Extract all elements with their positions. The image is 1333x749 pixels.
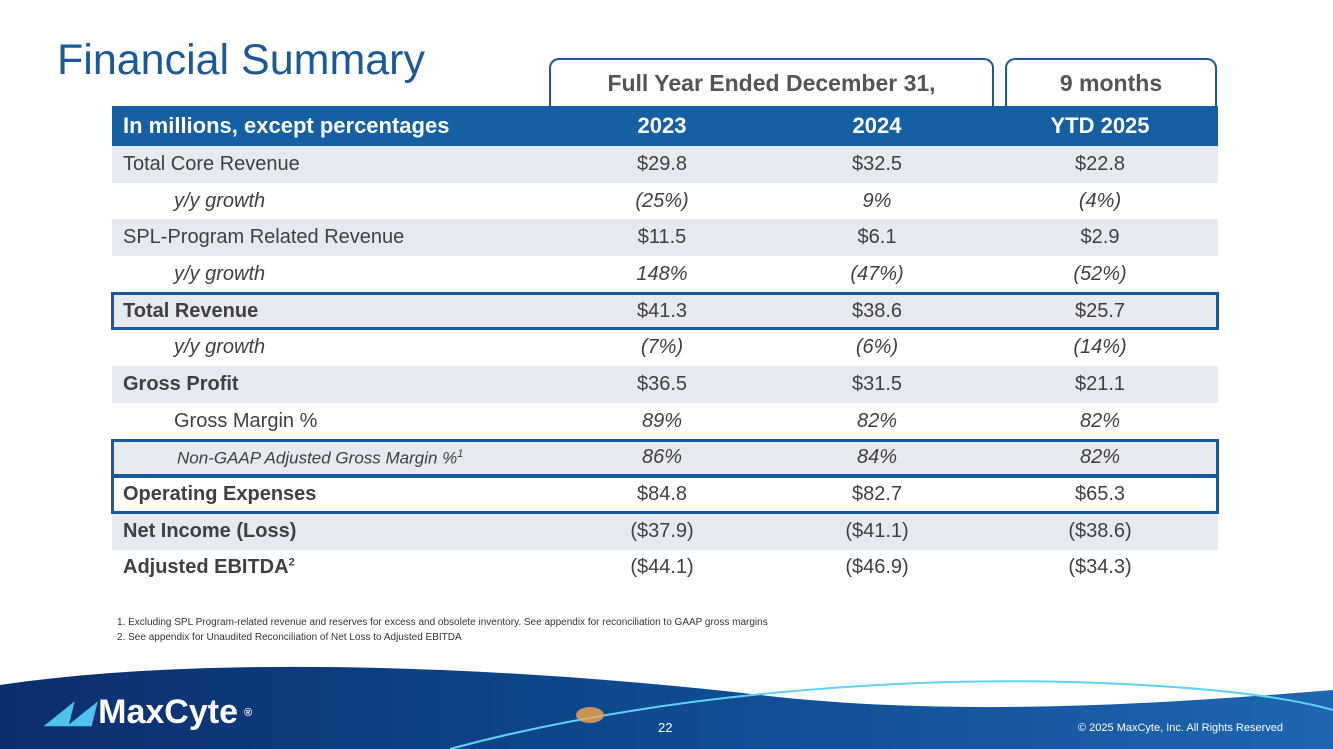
financial-table: In millions, except percentages 2023 202… bbox=[111, 106, 1219, 587]
row-label: y/y growth bbox=[174, 336, 266, 359]
table-header: In millions, except percentages 2023 202… bbox=[112, 106, 1218, 146]
maxcyte-logo: ◢◢ MaxCyte ® bbox=[46, 693, 252, 732]
full-year-header: Full Year Ended December 31, bbox=[549, 58, 994, 106]
table-row: y/y growth (7%) (6%) (14%) bbox=[112, 329, 1218, 366]
table-row: Non-GAAP Adjusted Gross Margin %1 86% 84% 8… bbox=[111, 438, 1219, 478]
header-2024: 2024 bbox=[852, 113, 902, 138]
table-row: Gross Profit $36.5 $31.5 $21.1 bbox=[112, 366, 1218, 403]
row-value: 84% bbox=[856, 446, 898, 469]
row-value: $11.5 bbox=[637, 226, 687, 249]
footnote-1: 1. Excluding SPL Program-related revenue… bbox=[117, 617, 768, 628]
table-row: Total Revenue $41.3 $38.6 $25.7 bbox=[111, 291, 1219, 331]
logo-mark-icon: ◢◢ bbox=[46, 696, 93, 729]
row-value: 82% bbox=[1079, 446, 1121, 469]
row-label: Net Income (Loss) bbox=[123, 519, 297, 542]
row-value: $84.8 bbox=[636, 483, 688, 506]
row-value: 148% bbox=[636, 262, 688, 285]
row-label: Total Revenue bbox=[123, 299, 259, 322]
table-row: SPL-Program Related Revenue $11.5 $6.1 $2.9 bbox=[112, 219, 1218, 257]
table-row: Net Income (Loss) ($37.9) ($41.1) ($38.6) bbox=[112, 512, 1218, 550]
row-label: Operating Expenses bbox=[123, 483, 317, 506]
registered-mark: ® bbox=[244, 706, 253, 719]
row-label: SPL-Program Related Revenue bbox=[123, 226, 405, 249]
row-value: $6.1 bbox=[857, 226, 897, 249]
row-value: $25.7 bbox=[1074, 299, 1126, 322]
page-number: 22 bbox=[658, 720, 673, 735]
row-value: $31.5 bbox=[851, 372, 903, 395]
row-value: $82.7 bbox=[851, 483, 903, 506]
copyright: © 2025 MaxCyte, Inc. All Rights Reserved bbox=[1078, 722, 1283, 734]
table-row: Total Core Revenue $29.8 $32.5 $22.8 bbox=[112, 146, 1218, 183]
row-value: (14%) bbox=[1073, 336, 1127, 359]
row-value: ($38.6) bbox=[1068, 519, 1132, 542]
row-value: (4%) bbox=[1078, 189, 1122, 212]
header-ytd-2025: YTD 2025 bbox=[1050, 113, 1150, 138]
row-value: $21.1 bbox=[1074, 372, 1126, 395]
row-value: $22.8 bbox=[1074, 152, 1126, 175]
row-value: 86% bbox=[641, 446, 683, 469]
logo-text: MaxCyte bbox=[98, 693, 238, 731]
row-label: Non-GAAP Adjusted Gross Margin %1 bbox=[177, 447, 464, 468]
row-value: ($44.1) bbox=[630, 556, 694, 579]
row-label: Gross Profit bbox=[123, 372, 239, 395]
row-value: $36.5 bbox=[636, 372, 688, 395]
row-label: Total Core Revenue bbox=[123, 152, 300, 175]
nine-months-header: 9 months bbox=[1005, 58, 1217, 106]
row-value: (52%) bbox=[1073, 262, 1127, 285]
row-value: $38.6 bbox=[851, 299, 903, 322]
row-value: 82% bbox=[856, 409, 898, 432]
header-2023: 2023 bbox=[637, 113, 687, 138]
header-label: In millions, except percentages bbox=[123, 113, 450, 138]
table-row: y/y growth 148% (47%) (52%) bbox=[112, 256, 1218, 293]
table-row: Operating Expenses $84.8 $82.7 $65.3 bbox=[111, 475, 1219, 514]
row-value: $2.9 bbox=[1080, 226, 1120, 249]
row-value: (7%) bbox=[640, 336, 684, 359]
row-value: $41.3 bbox=[636, 299, 688, 322]
footer-wave bbox=[0, 666, 1333, 749]
row-label: y/y growth bbox=[174, 189, 266, 212]
row-value: 9% bbox=[862, 189, 892, 212]
row-value: 89% bbox=[641, 409, 683, 432]
page-title: Financial Summary bbox=[57, 36, 425, 84]
row-value: $32.5 bbox=[851, 152, 903, 175]
row-label: y/y growth bbox=[174, 262, 266, 285]
row-label: Adjusted EBITDA2 bbox=[123, 556, 295, 579]
table-row: Adjusted EBITDA2 ($44.1) ($46.9) ($34.3) bbox=[112, 550, 1218, 587]
row-value: (47%) bbox=[850, 262, 904, 285]
row-value: 82% bbox=[1079, 409, 1121, 432]
row-label: Gross Margin % bbox=[174, 409, 318, 432]
footnote-2: 2. See appendix for Unaudited Reconcilia… bbox=[117, 632, 462, 643]
row-value: (6%) bbox=[855, 336, 899, 359]
row-value: ($46.9) bbox=[845, 556, 909, 579]
table-row: Gross Margin % 89% 82% 82% bbox=[112, 403, 1218, 440]
row-value: $29.8 bbox=[636, 152, 688, 175]
table-row: y/y growth (25%) 9% (4%) bbox=[112, 183, 1218, 220]
row-value: (25%) bbox=[635, 189, 689, 212]
row-value: $65.3 bbox=[1074, 483, 1126, 506]
row-value: ($37.9) bbox=[630, 519, 694, 542]
row-value: ($34.3) bbox=[1068, 556, 1132, 579]
row-value: ($41.1) bbox=[845, 519, 909, 542]
